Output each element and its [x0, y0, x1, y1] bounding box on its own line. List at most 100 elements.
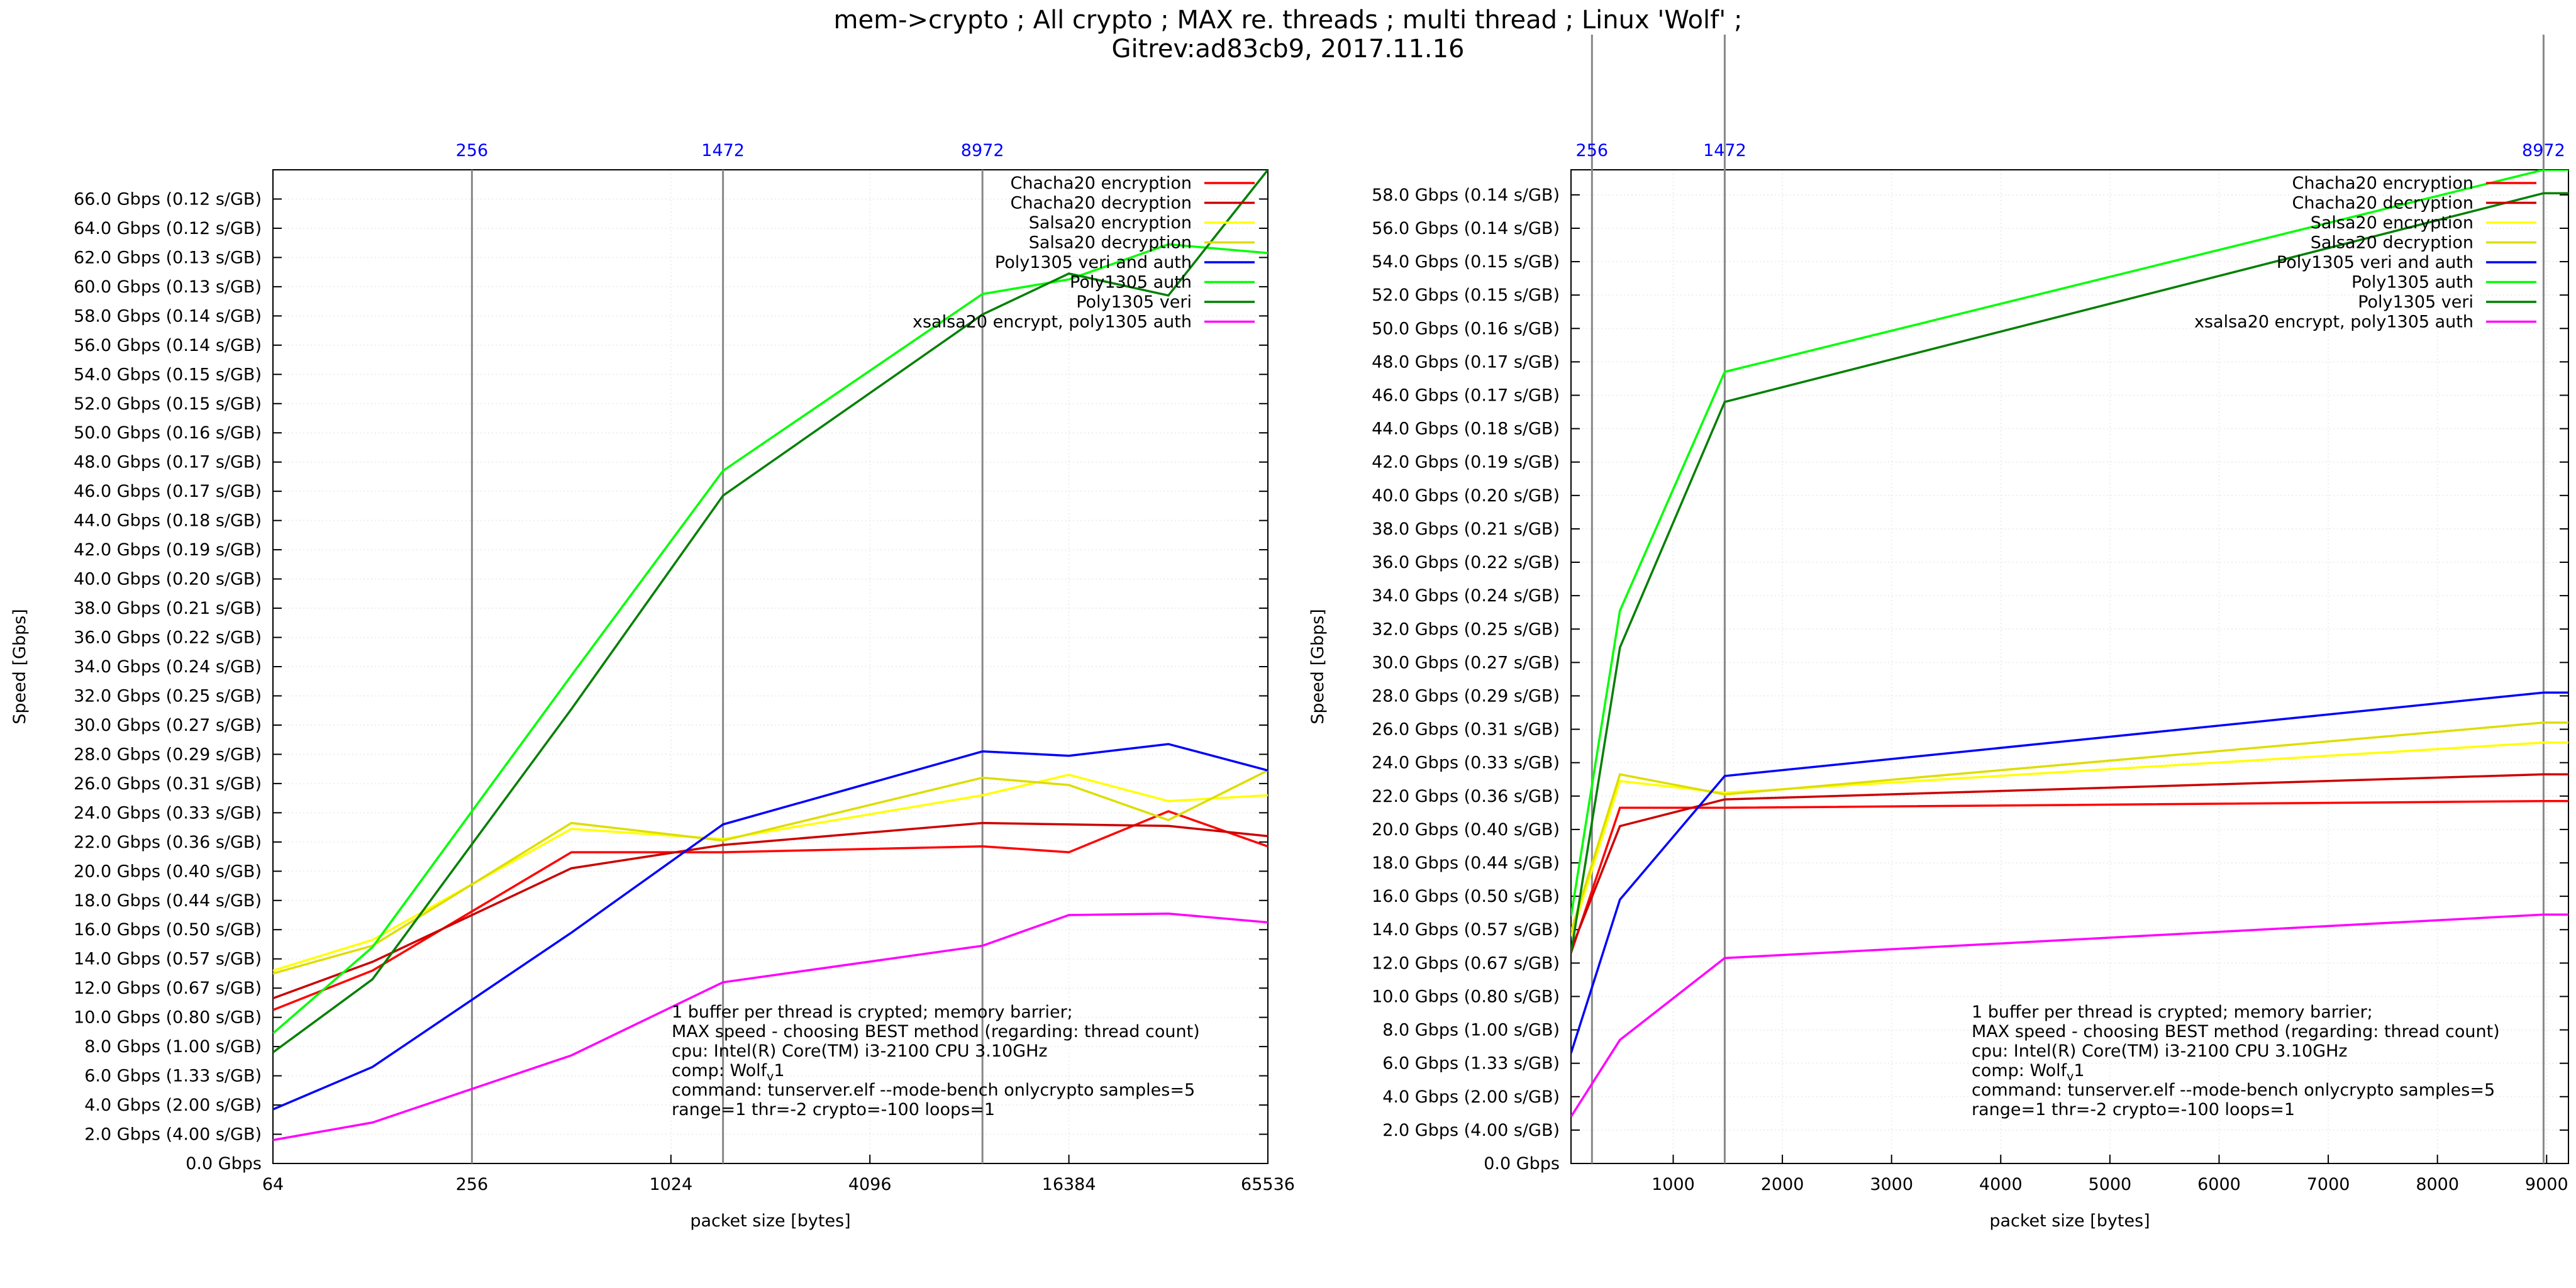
- y-tick-label: 6.0 Gbps (1.33 s/GB): [1382, 1054, 1560, 1074]
- top-marker-label: 1472: [701, 141, 745, 160]
- note-line-6: range=1 thr=-2 crypto=-100 loops=1: [1972, 1100, 2295, 1119]
- series-line-5: [273, 743, 1268, 1111]
- note-line-4: comp: Wolfv1: [672, 1061, 785, 1084]
- y-tick-label: 0.0 Gbps: [186, 1154, 262, 1174]
- series-line-3: [1571, 741, 2568, 937]
- y-tick-label: 24.0 Gbps (0.33 s/GB): [74, 803, 262, 823]
- note-line-4: comp: Wolfv1: [1972, 1061, 2085, 1084]
- x-tick-label: 1024: [649, 1175, 692, 1194]
- legend-label: Chacha20 encryption: [2292, 174, 2473, 193]
- y-tick-label: 40.0 Gbps (0.20 s/GB): [1372, 486, 1560, 506]
- y-tick-label: 34.0 Gbps (0.24 s/GB): [74, 657, 262, 677]
- y-tick-label: 4.0 Gbps (2.00 s/GB): [84, 1096, 262, 1115]
- legend-label: Chacha20 encryption: [1011, 174, 1192, 193]
- legend-label: xsalsa20 encrypt, poly1305 auth: [2194, 313, 2473, 332]
- y-tick-label: 48.0 Gbps (0.17 s/GB): [74, 453, 262, 472]
- note-line-6: range=1 thr=-2 crypto=-100 loops=1: [672, 1100, 995, 1119]
- series-line-8: [1571, 913, 2568, 1118]
- y-tick-label: 42.0 Gbps (0.19 s/GB): [1372, 453, 1560, 472]
- x-axis-label: packet size [bytes]: [1989, 1211, 2150, 1231]
- series-line-1: [1571, 800, 2568, 953]
- y-tick-label: 50.0 Gbps (0.16 s/GB): [74, 423, 262, 443]
- y-tick-label: 16.0 Gbps (0.50 s/GB): [74, 920, 262, 940]
- series-line-4: [273, 769, 1268, 975]
- y-tick-label: 22.0 Gbps (0.36 s/GB): [74, 833, 262, 852]
- y-tick-label: 14.0 Gbps (0.57 s/GB): [1372, 920, 1560, 940]
- chart-panel-2: 0.0 Gbps 2.0 Gbps (4.00 s/GB) 4.0 Gbps (2.…: [1308, 35, 2569, 1231]
- x-tick-label: 3000: [1870, 1175, 1913, 1194]
- y-tick-label: 8.0 Gbps (1.00 s/GB): [84, 1037, 262, 1057]
- x-tick-label: 9000: [2525, 1175, 2568, 1194]
- legend-label: Poly1305 veri: [2358, 292, 2473, 312]
- y-tick-label: 18.0 Gbps (0.44 s/GB): [74, 891, 262, 911]
- x-tick-label: 4096: [848, 1175, 892, 1194]
- y-tick-label: 8.0 Gbps (1.00 s/GB): [1382, 1021, 1560, 1040]
- y-tick-label: 28.0 Gbps (0.29 s/GB): [1372, 686, 1560, 706]
- series-line-5: [1571, 691, 2568, 1054]
- y-tick-label: 56.0 Gbps (0.14 s/GB): [1372, 219, 1560, 238]
- y-tick-label: 58.0 Gbps (0.14 s/GB): [1372, 186, 1560, 205]
- legend-label: Poly1305 auth: [2351, 273, 2473, 292]
- legend-label: Salsa20 encryption: [2311, 213, 2473, 233]
- y-tick-label: 48.0 Gbps (0.17 s/GB): [1372, 352, 1560, 372]
- chart-title-line-2: Gitrev:ad83cb9, 2017.11.16: [1111, 35, 1465, 64]
- y-tick-label: 34.0 Gbps (0.24 s/GB): [1372, 586, 1560, 606]
- series-line-7: [1571, 192, 2568, 953]
- note-line-5: command: tunserver.elf --mode-bench only…: [672, 1080, 1195, 1100]
- x-tick-label: 5000: [2089, 1175, 2132, 1194]
- y-axis-label: Speed [Gbps]: [10, 609, 30, 724]
- y-tick-label: 30.0 Gbps (0.27 s/GB): [1372, 653, 1560, 672]
- x-tick-label: 1000: [1652, 1175, 1695, 1194]
- note-line-1: 1 buffer per thread is crypted; memory b…: [1972, 1002, 2373, 1022]
- y-tick-label: 0.0 Gbps: [1484, 1154, 1560, 1174]
- legend-label: Salsa20 decryption: [2311, 233, 2473, 253]
- note-line-5: command: tunserver.elf --mode-bench only…: [1972, 1080, 2495, 1100]
- y-tick-label: 40.0 Gbps (0.20 s/GB): [74, 570, 262, 589]
- legend-label: Poly1305 veri: [1076, 292, 1192, 312]
- y-tick-label: 4.0 Gbps (2.00 s/GB): [1382, 1087, 1560, 1107]
- x-tick-label: 64: [262, 1175, 284, 1194]
- top-marker-label: 8972: [2522, 141, 2565, 160]
- top-marker-label: 1472: [1703, 141, 1746, 160]
- x-tick-label: 7000: [2307, 1175, 2350, 1194]
- y-tick-label: 10.0 Gbps (0.80 s/GB): [1372, 987, 1560, 1006]
- y-tick-label: 32.0 Gbps (0.25 s/GB): [74, 686, 262, 706]
- chart-panel-1: 0.0 Gbps 2.0 Gbps (4.00 s/GB) 4.0 Gbps (2.…: [10, 141, 1295, 1231]
- legend-label: Chacha20 decryption: [2292, 194, 2473, 213]
- x-tick-label: 8000: [2416, 1175, 2459, 1194]
- y-tick-label: 64.0 Gbps (0.12 s/GB): [74, 219, 262, 238]
- y-tick-label: 14.0 Gbps (0.57 s/GB): [74, 950, 262, 969]
- y-tick-label: 44.0 Gbps (0.18 s/GB): [74, 511, 262, 531]
- x-tick-label: 4000: [1979, 1175, 2023, 1194]
- y-tick-label: 52.0 Gbps (0.15 s/GB): [74, 394, 262, 414]
- y-tick-label: 38.0 Gbps (0.21 s/GB): [1372, 519, 1560, 539]
- series-line-6: [273, 243, 1268, 1035]
- x-tick-label: 2000: [1761, 1175, 1804, 1194]
- top-marker-label: 256: [456, 141, 489, 160]
- y-tick-label: 60.0 Gbps (0.13 s/GB): [74, 277, 262, 297]
- y-tick-label: 22.0 Gbps (0.36 s/GB): [1372, 787, 1560, 806]
- legend-label: xsalsa20 encrypt, poly1305 auth: [913, 313, 1192, 332]
- legend-label: Salsa20 encryption: [1029, 213, 1192, 233]
- series-line-3: [273, 774, 1268, 972]
- y-tick-label: 12.0 Gbps (0.67 s/GB): [74, 979, 262, 998]
- y-tick-label: 16.0 Gbps (0.50 s/GB): [1372, 887, 1560, 906]
- series-line-6: [1571, 170, 2568, 917]
- y-tick-label: 52.0 Gbps (0.15 s/GB): [1372, 286, 1560, 305]
- y-tick-label: 56.0 Gbps (0.14 s/GB): [74, 336, 262, 355]
- y-tick-label: 58.0 Gbps (0.14 s/GB): [74, 306, 262, 326]
- y-tick-label: 2.0 Gbps (4.00 s/GB): [1382, 1121, 1560, 1140]
- series-line-4: [1571, 721, 2568, 932]
- y-tick-label: 36.0 Gbps (0.22 s/GB): [74, 628, 262, 648]
- y-tick-label: 32.0 Gbps (0.25 s/GB): [1372, 619, 1560, 639]
- y-tick-label: 54.0 Gbps (0.15 s/GB): [1372, 252, 1560, 272]
- y-tick-label: 20.0 Gbps (0.40 s/GB): [1372, 820, 1560, 840]
- x-tick-label: 256: [456, 1175, 489, 1194]
- note-line-3: cpu: Intel(R) Core(TM) i3-2100 CPU 3.10G…: [1972, 1041, 2348, 1061]
- y-tick-label: 24.0 Gbps (0.33 s/GB): [1372, 753, 1560, 773]
- note-line-2: MAX speed - choosing BEST method (regard…: [1972, 1022, 2500, 1041]
- y-tick-label: 12.0 Gbps (0.67 s/GB): [1372, 953, 1560, 973]
- series-line-2: [273, 821, 1268, 1000]
- series-line-2: [1571, 773, 2568, 950]
